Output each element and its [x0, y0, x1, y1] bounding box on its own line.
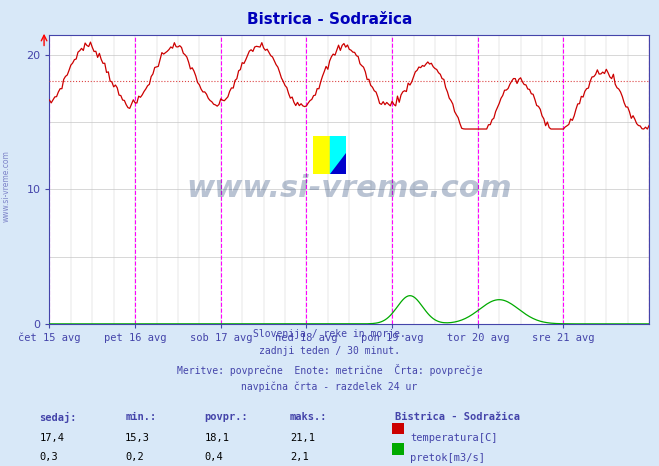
Polygon shape: [330, 155, 346, 174]
Text: 21,1: 21,1: [290, 433, 315, 443]
Text: 0,2: 0,2: [125, 452, 144, 462]
Polygon shape: [330, 136, 346, 174]
Text: Bistrica - Sodražica: Bistrica - Sodražica: [395, 412, 521, 422]
Text: 2,1: 2,1: [290, 452, 308, 462]
Text: pretok[m3/s]: pretok[m3/s]: [410, 453, 485, 463]
Text: Slovenija / reke in morje.: Slovenija / reke in morje.: [253, 329, 406, 338]
Text: zadnji teden / 30 minut.: zadnji teden / 30 minut.: [259, 346, 400, 356]
Text: sedaj:: sedaj:: [40, 412, 77, 424]
Text: 15,3: 15,3: [125, 433, 150, 443]
Text: min.:: min.:: [125, 412, 156, 422]
Polygon shape: [330, 136, 346, 174]
Text: povpr.:: povpr.:: [204, 412, 248, 422]
Text: 17,4: 17,4: [40, 433, 65, 443]
Text: 0,3: 0,3: [40, 452, 58, 462]
Text: maks.:: maks.:: [290, 412, 328, 422]
Text: temperatura[C]: temperatura[C]: [410, 433, 498, 443]
Text: 18,1: 18,1: [204, 433, 229, 443]
Text: Meritve: povprečne  Enote: metrične  Črta: povprečje: Meritve: povprečne Enote: metrične Črta:…: [177, 364, 482, 376]
Text: www.si-vreme.com: www.si-vreme.com: [2, 151, 11, 222]
Polygon shape: [330, 153, 346, 174]
Text: Bistrica - Sodražica: Bistrica - Sodražica: [247, 12, 412, 27]
Polygon shape: [330, 155, 346, 174]
Text: navpična črta - razdelek 24 ur: navpična črta - razdelek 24 ur: [241, 382, 418, 392]
Polygon shape: [330, 136, 346, 174]
Polygon shape: [313, 136, 346, 174]
Text: 0,4: 0,4: [204, 452, 223, 462]
Text: www.si-vreme.com: www.si-vreme.com: [186, 173, 512, 203]
